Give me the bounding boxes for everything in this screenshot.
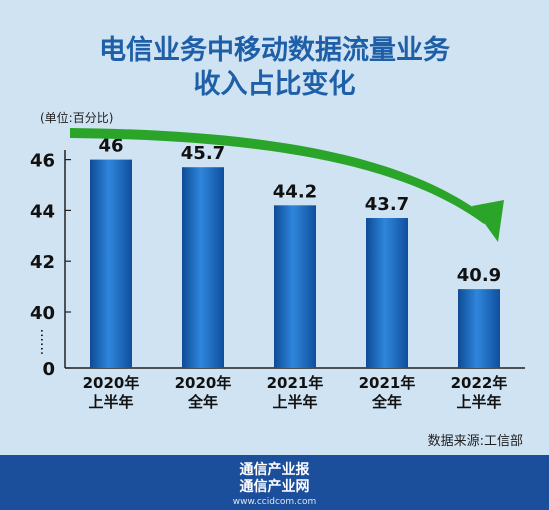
bar bbox=[366, 218, 408, 368]
x-tick-label: 2021年 bbox=[359, 374, 416, 392]
bar-chart: 040424446......462020年上半年45.72020年全年44.2… bbox=[30, 128, 525, 411]
axis-break-marker: ...... bbox=[37, 329, 53, 356]
trend-arrow-icon bbox=[70, 128, 488, 224]
y-tick-label: 0 bbox=[42, 359, 55, 380]
unit-label: (单位:百分比) bbox=[40, 111, 114, 125]
bar bbox=[458, 289, 500, 368]
footer-url: www.ccidcom.com bbox=[232, 497, 317, 507]
bar bbox=[182, 167, 224, 368]
trend-arrowhead-icon bbox=[472, 200, 504, 242]
x-tick-label: 上半年 bbox=[456, 393, 501, 411]
bar-value-label: 43.7 bbox=[365, 194, 409, 215]
y-tick-label: 44 bbox=[30, 201, 55, 222]
x-tick-label: 全年 bbox=[187, 393, 218, 411]
x-tick-label: 2021年 bbox=[267, 374, 324, 392]
y-tick-label: 42 bbox=[30, 252, 55, 273]
x-tick-label: 2022年 bbox=[451, 374, 508, 392]
footer-band bbox=[0, 455, 549, 510]
chart-title-line-1: 电信业务中移动数据流量业务 bbox=[99, 35, 450, 66]
bar-value-label: 45.7 bbox=[181, 143, 225, 164]
footer-brand-line-1: 通信产业报 bbox=[239, 462, 310, 478]
footer-brand-line-2: 通信产业网 bbox=[239, 479, 310, 495]
x-tick-label: 上半年 bbox=[272, 393, 317, 411]
y-tick-label: 46 bbox=[30, 151, 55, 172]
bar bbox=[90, 159, 132, 368]
x-tick-label: 上半年 bbox=[88, 393, 133, 411]
source-note: 数据来源:工信部 bbox=[427, 434, 523, 449]
y-tick-label: 40 bbox=[30, 303, 55, 324]
x-tick-label: 2020年 bbox=[83, 374, 140, 392]
bar bbox=[274, 205, 316, 368]
bar-value-label: 40.9 bbox=[457, 265, 501, 286]
x-tick-label: 2020年 bbox=[175, 374, 232, 392]
bar-value-label: 46 bbox=[98, 136, 123, 157]
x-tick-label: 全年 bbox=[371, 393, 402, 411]
bar-value-label: 44.2 bbox=[273, 181, 317, 202]
chart-title-line-2: 收入占比变化 bbox=[193, 69, 356, 100]
